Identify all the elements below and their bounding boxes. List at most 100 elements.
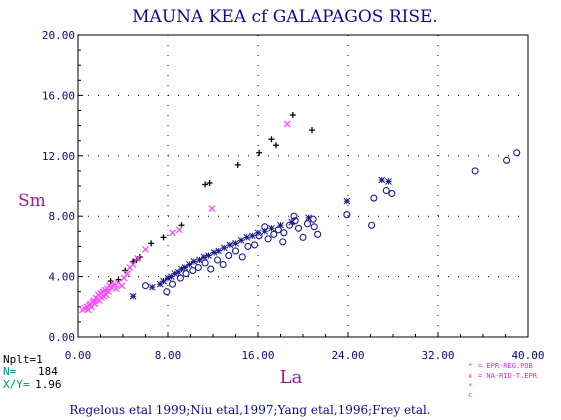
data-point-circle	[370, 194, 378, 202]
data-point-x	[110, 280, 118, 288]
y-tick-label: 8.00	[49, 210, 76, 223]
data-point-circle	[194, 263, 202, 272]
data-point-star	[190, 258, 198, 265]
data-point-circle	[290, 212, 298, 220]
data-point-star	[181, 264, 189, 271]
data-point-star	[243, 233, 251, 241]
data-point-circle	[255, 232, 263, 240]
data-point-star	[156, 280, 164, 288]
data-point-circle	[382, 186, 390, 195]
x-tick-label: 32.00	[421, 349, 454, 362]
data-point-plus	[115, 276, 122, 283]
data-point-circle	[225, 251, 233, 260]
data-point-circle	[219, 260, 227, 269]
data-point-star	[174, 268, 182, 276]
data-point-x	[208, 205, 216, 213]
data-point-circle	[294, 224, 303, 232]
x-tick-label: 24.00	[331, 349, 364, 362]
data-point-circle	[285, 221, 294, 229]
data-point-x	[118, 282, 126, 290]
data-point-plus	[148, 240, 155, 247]
n-label: N=	[3, 365, 17, 378]
y-tick-label: 16.00	[42, 89, 75, 102]
data-point-x	[104, 288, 112, 296]
xy-label: X/Y=	[3, 378, 30, 391]
data-point-plus	[268, 136, 275, 143]
data-point-circle	[310, 223, 318, 231]
data-point-star	[232, 240, 239, 247]
data-point-circle	[213, 256, 222, 264]
data-point-star	[277, 221, 284, 229]
data-point-star	[196, 256, 203, 264]
data-point-star	[261, 227, 269, 235]
legend-symbol: c	[468, 391, 472, 399]
data-point-circle	[168, 280, 177, 288]
y-tick-label: 12.00	[42, 150, 75, 163]
data-point-x	[169, 229, 176, 237]
data-point-circle	[238, 253, 246, 261]
y-tick-label: 4.00	[49, 271, 76, 284]
x-tick-labels: 0.00 8.00 16.00 24.00 32.00 40.00	[65, 332, 545, 362]
data-point-x	[124, 270, 131, 278]
legend-label: = EPR-REG.POB	[478, 362, 533, 370]
data-point-plus	[309, 127, 315, 134]
data-point-circle	[264, 235, 272, 243]
y-tick-labels: 0.00 4.00 8.00 12.00 16.00 20.00	[42, 29, 83, 344]
data-point-star	[220, 244, 228, 252]
data-point-circle	[244, 242, 252, 250]
data-point-x	[120, 274, 128, 282]
data-point-star	[305, 214, 312, 222]
data-point-circle	[471, 167, 479, 175]
data-point-plus	[289, 112, 296, 119]
data-point-circle	[299, 233, 307, 241]
data-point-circle	[291, 217, 299, 225]
data-point-circle	[189, 267, 197, 275]
data-point-star	[210, 249, 218, 256]
data-point-star	[205, 252, 212, 259]
data-point-circle	[163, 288, 171, 296]
y-axis-label: Sm	[18, 191, 46, 211]
x-tick-label: 8.00	[155, 349, 182, 362]
data-point-star	[171, 270, 179, 277]
data-point-plus	[206, 179, 213, 186]
data-point-plus	[234, 161, 241, 168]
data-point-x	[91, 300, 99, 308]
x-axis-label: La	[280, 367, 303, 388]
data-point-plus	[160, 234, 167, 241]
grid	[78, 35, 528, 337]
legend-symbol: x	[468, 372, 472, 380]
data-point-star	[215, 247, 222, 255]
legend-symbol: *	[468, 362, 472, 370]
data-point-circle	[201, 259, 209, 267]
legend-symbol: *	[468, 382, 472, 390]
nplt-label: Nplt=1	[3, 353, 43, 366]
data-point-plus	[107, 278, 114, 285]
data-point-star	[164, 274, 172, 282]
data-point-circle	[309, 215, 317, 223]
data-point-star	[237, 237, 245, 244]
data-point-star	[268, 224, 275, 232]
data-point-plus	[273, 142, 279, 149]
data-point-circle	[261, 223, 269, 231]
data-points	[79, 112, 521, 314]
x-tick-label: 40.00	[511, 349, 544, 362]
data-point-circle	[274, 226, 282, 234]
data-point-star	[200, 253, 208, 261]
legend-label: = NA-RID-T.EPR	[478, 372, 538, 380]
data-point-plus	[256, 149, 263, 156]
data-point-x	[112, 285, 120, 293]
data-point-circle	[368, 221, 376, 229]
y-tick-label: 0.00	[49, 331, 76, 344]
data-point-star	[129, 292, 137, 300]
x-tick-label: 0.00	[65, 349, 92, 362]
data-point-star	[178, 265, 185, 273]
data-point-star	[288, 218, 296, 226]
data-point-star	[168, 273, 175, 280]
data-point-circle	[176, 274, 184, 282]
data-point-circle	[388, 190, 396, 198]
data-point-x	[129, 261, 137, 268]
data-point-circle	[182, 270, 190, 278]
data-point-circle	[231, 247, 240, 255]
